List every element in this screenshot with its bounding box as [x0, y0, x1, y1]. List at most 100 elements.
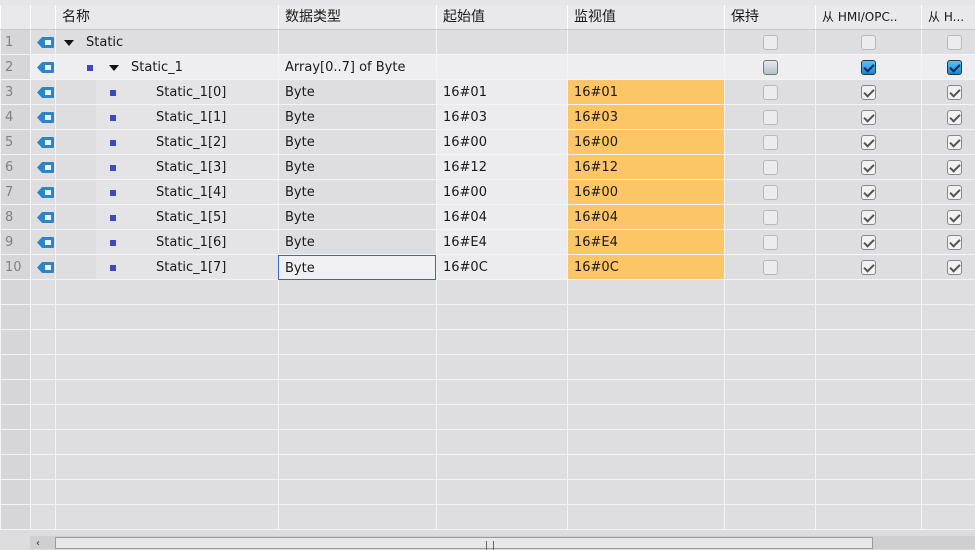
- start-value-cell[interactable]: [436, 30, 567, 55]
- cell[interactable]: [436, 505, 567, 530]
- table-row[interactable]: [0, 330, 975, 355]
- hmi-opc-checkbox[interactable]: [861, 85, 876, 100]
- hmi-opc-checkbox[interactable]: [861, 160, 876, 175]
- cell[interactable]: [815, 230, 921, 255]
- cell[interactable]: [724, 455, 815, 480]
- cell[interactable]: [567, 455, 724, 480]
- table-row[interactable]: 10 Static_1[7] Byte 16#0C 16#0C: [0, 255, 975, 280]
- cell[interactable]: [278, 505, 436, 530]
- name-cell[interactable]: Static_1[3]: [55, 155, 278, 180]
- start-value-cell[interactable]: 16#E4: [436, 230, 567, 255]
- cell[interactable]: [567, 330, 724, 355]
- cell[interactable]: [724, 430, 815, 455]
- table-row[interactable]: [0, 355, 975, 380]
- cell[interactable]: [724, 255, 815, 280]
- table-row[interactable]: [0, 405, 975, 430]
- scroll-left-icon[interactable]: ‹: [36, 538, 40, 549]
- cell[interactable]: [815, 480, 921, 505]
- cell[interactable]: [921, 455, 975, 480]
- cell[interactable]: [815, 30, 921, 55]
- retain-checkbox[interactable]: [763, 135, 778, 150]
- retain-checkbox[interactable]: [763, 210, 778, 225]
- name-cell[interactable]: Static_1[5]: [55, 205, 278, 230]
- cell[interactable]: [436, 405, 567, 430]
- cell[interactable]: [921, 55, 975, 80]
- cell[interactable]: [724, 80, 815, 105]
- hmi-opc-checkbox[interactable]: [861, 185, 876, 200]
- cell[interactable]: [724, 330, 815, 355]
- cell[interactable]: [278, 480, 436, 505]
- table-row[interactable]: [0, 505, 975, 530]
- table-row[interactable]: 6 Static_1[3] Byte 16#12 16#12: [0, 155, 975, 180]
- table-row[interactable]: 3 Static_1[0] Byte 16#01 16#01: [0, 80, 975, 105]
- cell[interactable]: [921, 480, 975, 505]
- type-cell[interactable]: Array[0..7] of Byte: [278, 55, 436, 80]
- cell[interactable]: [436, 480, 567, 505]
- cell[interactable]: [278, 330, 436, 355]
- header-start[interactable]: 起始值: [436, 5, 567, 29]
- monitor-value-cell[interactable]: 16#12: [567, 155, 724, 180]
- cell[interactable]: [55, 455, 278, 480]
- header-name[interactable]: 名称: [55, 5, 278, 29]
- cell[interactable]: [55, 505, 278, 530]
- hmi-checkbox[interactable]: [947, 110, 962, 125]
- name-cell[interactable]: Static_1[2]: [55, 130, 278, 155]
- cell[interactable]: [436, 305, 567, 330]
- cell[interactable]: [921, 105, 975, 130]
- cell[interactable]: [567, 430, 724, 455]
- hmi-opc-checkbox[interactable]: [861, 210, 876, 225]
- cell[interactable]: [815, 380, 921, 405]
- cell[interactable]: [815, 80, 921, 105]
- header-type[interactable]: 数据类型: [278, 5, 436, 29]
- cell[interactable]: [724, 130, 815, 155]
- table-row[interactable]: 4 Static_1[1] Byte 16#03 16#03: [0, 105, 975, 130]
- cell[interactable]: [436, 330, 567, 355]
- cell[interactable]: [921, 380, 975, 405]
- cell[interactable]: [815, 130, 921, 155]
- start-value-cell[interactable]: 16#00: [436, 130, 567, 155]
- retain-checkbox[interactable]: [763, 35, 778, 50]
- cell[interactable]: [815, 205, 921, 230]
- name-cell[interactable]: Static_1[4]: [55, 180, 278, 205]
- cell[interactable]: [724, 30, 815, 55]
- hmi-checkbox[interactable]: [947, 85, 962, 100]
- cell[interactable]: [724, 205, 815, 230]
- type-cell[interactable]: Byte: [278, 255, 436, 280]
- cell[interactable]: [724, 405, 815, 430]
- type-cell[interactable]: Byte: [278, 80, 436, 105]
- table-row[interactable]: 1 Static: [0, 30, 975, 55]
- cell[interactable]: [921, 430, 975, 455]
- type-cell[interactable]: Byte: [278, 105, 436, 130]
- cell[interactable]: [567, 480, 724, 505]
- cell[interactable]: [921, 305, 975, 330]
- cell[interactable]: [55, 355, 278, 380]
- scrollbar-thumb[interactable]: [55, 537, 873, 550]
- cell[interactable]: [567, 380, 724, 405]
- cell[interactable]: [567, 405, 724, 430]
- retain-checkbox[interactable]: [763, 110, 778, 125]
- cell[interactable]: [921, 405, 975, 430]
- table-row[interactable]: [0, 430, 975, 455]
- hmi-opc-checkbox[interactable]: [861, 60, 876, 75]
- cell[interactable]: [724, 505, 815, 530]
- cell[interactable]: [724, 480, 815, 505]
- hmi-opc-checkbox[interactable]: [861, 260, 876, 275]
- cell[interactable]: [815, 255, 921, 280]
- cell[interactable]: [724, 180, 815, 205]
- cell[interactable]: [724, 230, 815, 255]
- start-value-cell[interactable]: [436, 55, 567, 80]
- monitor-value-cell[interactable]: 16#E4: [567, 230, 724, 255]
- horizontal-scrollbar[interactable]: ‹: [30, 536, 975, 550]
- monitor-value-cell[interactable]: 16#04: [567, 205, 724, 230]
- table-row[interactable]: [0, 280, 975, 305]
- cell[interactable]: [436, 430, 567, 455]
- cell[interactable]: [724, 155, 815, 180]
- name-cell[interactable]: Static: [55, 30, 278, 55]
- hmi-checkbox[interactable]: [947, 210, 962, 225]
- cell[interactable]: [724, 105, 815, 130]
- table-row[interactable]: [0, 305, 975, 330]
- table-row[interactable]: [0, 380, 975, 405]
- cell[interactable]: [815, 180, 921, 205]
- cell[interactable]: [55, 405, 278, 430]
- hmi-checkbox[interactable]: [947, 160, 962, 175]
